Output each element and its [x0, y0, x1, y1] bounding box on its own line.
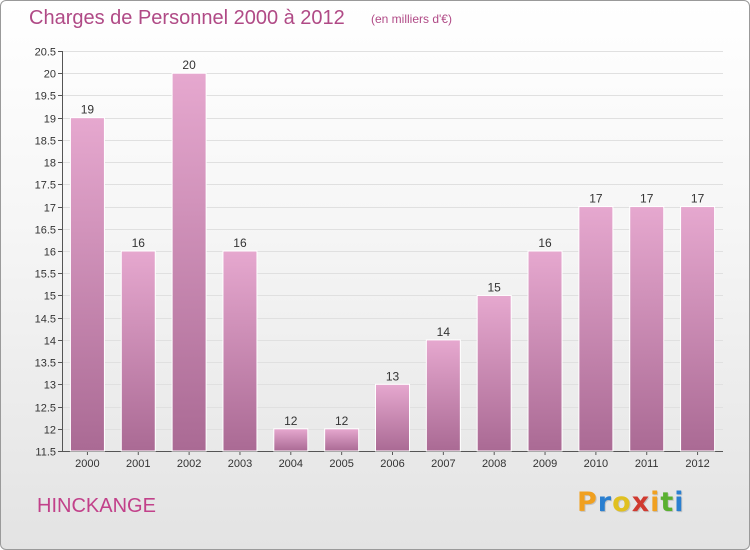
x-tick-label: 2002 — [177, 458, 201, 470]
y-tick-label: 18.5 — [35, 136, 56, 148]
bar-2000 — [69, 117, 105, 452]
y-tick-label: 20.5 — [35, 47, 56, 59]
y-tick-label: 12.5 — [35, 403, 56, 415]
y-tick-label: 13.5 — [35, 358, 56, 370]
y-tick-label: 12 — [44, 425, 56, 437]
y-tick-label: 16 — [44, 247, 56, 259]
data-label: 16 — [538, 236, 552, 250]
bar-2009 — [527, 250, 563, 452]
bar-2010 — [578, 206, 614, 452]
y-tick-label: 15 — [44, 291, 56, 303]
logo-letter: i — [650, 487, 661, 518]
bar-2008 — [476, 294, 512, 452]
x-tick-label: 2010 — [584, 458, 608, 470]
x-tick-label: 2001 — [126, 458, 150, 470]
data-label: 16 — [233, 236, 247, 250]
proxiti-logo: Proxiti — [577, 487, 685, 518]
y-tick-label: 20 — [44, 69, 56, 81]
x-tick-label: 2004 — [279, 458, 303, 470]
chart-title: Charges de Personnel 2000 à 2012 — [29, 7, 345, 29]
bar-2005 — [324, 428, 360, 452]
logo-letter: i — [674, 487, 685, 518]
bar-2002 — [171, 72, 207, 452]
chart-subtitle: (en milliers d'€) — [371, 12, 452, 26]
data-label: 14 — [437, 325, 451, 339]
y-tick-label: 19 — [44, 114, 56, 126]
data-label: 17 — [640, 192, 654, 206]
logo-letter: t — [660, 487, 675, 518]
logo-letter: r — [597, 487, 613, 518]
y-tick-label: 14 — [44, 336, 56, 348]
bar-2011 — [629, 206, 665, 452]
data-label: 17 — [691, 192, 705, 206]
y-tick-label: 13 — [44, 380, 56, 392]
axes: 11.5 12 12.5 13 13.5 14 14.5 15 15.5 16 16.5 17 17.5… — [35, 47, 723, 470]
bar-2007 — [425, 339, 461, 452]
bar-2006 — [375, 383, 410, 452]
data-label: 12 — [335, 414, 349, 428]
y-tick-label: 18 — [44, 158, 56, 170]
y-tick-label: 17 — [44, 203, 56, 215]
data-label: 12 — [284, 414, 298, 428]
x-tick-label: 2005 — [329, 458, 353, 470]
logo-letter: x — [631, 487, 651, 518]
logo-letter: o — [612, 487, 632, 518]
bar-2004 — [273, 428, 309, 452]
y-tick-label: 15.5 — [35, 269, 56, 281]
bars — [69, 72, 716, 452]
data-label: 16 — [132, 236, 146, 250]
x-tick-label: 2003 — [228, 458, 252, 470]
data-label: 15 — [488, 280, 502, 294]
x-tick-label: 2009 — [533, 458, 557, 470]
commune-name: HINCKANGE — [37, 495, 156, 517]
x-tick-label: 2007 — [431, 458, 455, 470]
data-label: 19 — [81, 103, 95, 117]
data-label: 20 — [182, 58, 196, 72]
y-tick-label: 16.5 — [35, 225, 56, 237]
y-tick-label: 14.5 — [35, 314, 56, 326]
bar-2001 — [120, 250, 156, 452]
y-tick-label: 11.5 — [35, 447, 56, 459]
y-tick-label: 19.5 — [35, 91, 56, 103]
bar-2003 — [222, 250, 258, 452]
x-tick-label: 2012 — [685, 458, 709, 470]
data-label: 13 — [386, 369, 400, 383]
x-tick-label: 2008 — [482, 458, 506, 470]
bar-2012 — [680, 206, 716, 452]
x-tick-label: 2011 — [635, 458, 659, 470]
data-labels: 19 16 20 16 12 12 13 14 15 16 17 17 17 — [81, 58, 705, 428]
x-tick-label: 2006 — [380, 458, 404, 470]
data-label: 17 — [589, 192, 603, 206]
y-tick-label: 17.5 — [35, 180, 56, 192]
logo-letter: P — [577, 487, 598, 518]
x-tick-label: 2000 — [75, 458, 99, 470]
